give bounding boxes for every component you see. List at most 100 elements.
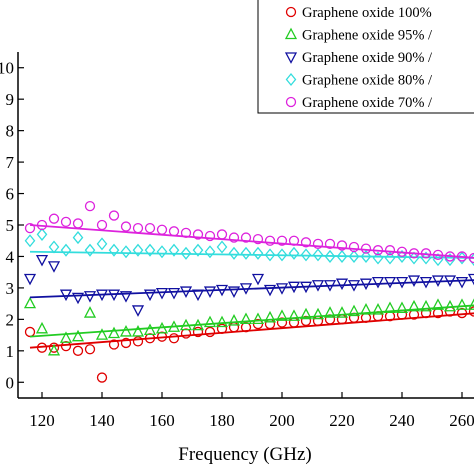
data-point [108,339,120,350]
data-point [23,273,37,286]
data-point [443,299,457,312]
data-point [347,304,361,317]
data-point [384,251,396,265]
fit-line [29,279,474,299]
data-point [180,328,192,339]
data-point [191,318,205,331]
data-point [275,309,289,321]
data-point [167,287,181,300]
data-point [95,328,109,340]
data-point [60,243,72,257]
fit-line [29,304,474,338]
data-point [299,281,313,294]
data-point [143,323,157,336]
data-point [167,320,181,332]
data-point [83,291,97,303]
data-point [419,276,433,289]
data-point [107,326,121,339]
data-point [456,307,468,319]
data-point [143,289,157,302]
y-tick-label: 5 [6,216,15,235]
data-point [240,246,252,260]
data-point [156,245,168,259]
x-tick-label: 240 [389,411,415,430]
data-point [72,345,84,356]
data-point [336,314,348,325]
legend-marker [284,52,298,64]
data-point [23,296,37,309]
data-point [275,283,289,295]
data-point [216,229,228,240]
data-point [263,284,277,297]
data-point [324,249,336,263]
data-point [383,301,397,314]
data-point [83,306,97,318]
data-point [203,286,217,298]
legend-marker [285,72,297,87]
data-point [360,249,372,263]
data-point [215,284,229,297]
data-point [360,243,372,254]
legend-label: Graphene oxide 95% / [302,28,433,44]
data-point [444,251,456,262]
data-point [24,222,36,234]
data-point [288,246,300,260]
data-point [455,276,469,289]
data-point [96,237,108,251]
data-point [215,315,229,328]
data-point [324,238,336,250]
data-point [120,337,132,349]
legend-marker [285,6,297,18]
data-point [252,318,264,330]
data-point [59,289,73,302]
data-point [252,246,264,260]
legend-label: Graphene oxide 90% / [302,50,433,66]
data-point [395,301,409,314]
data-point [431,298,445,310]
data-point [60,216,72,228]
data-point [71,329,85,342]
data-point [72,231,84,245]
data-point [96,372,108,383]
data-point [119,325,133,337]
data-point [239,283,253,295]
data-point [239,312,253,325]
data-point [119,291,133,303]
data-point [407,275,421,287]
data-point [192,229,204,240]
data-point [84,344,96,355]
data-point [84,243,96,257]
data-point [444,253,456,267]
data-point [192,326,204,338]
data-point [372,245,384,256]
data-point [264,235,276,246]
data-point [71,292,85,305]
data-point [264,318,276,330]
data-point [48,240,60,254]
data-point [36,219,48,231]
fit-line [29,250,474,259]
data-point [144,222,156,234]
x-tick-label: 140 [89,411,115,430]
data-point [263,310,277,323]
data-point [47,261,61,273]
y-tick-label: 8 [6,122,15,141]
data-point [24,234,36,248]
data-point [335,278,349,291]
data-point [252,234,264,245]
data-point [168,333,180,344]
data-point [312,248,324,262]
data-point [336,240,348,251]
data-point [84,200,96,212]
data-point [288,317,300,328]
data-point [131,325,145,337]
data-point [59,331,73,343]
data-point [372,251,384,265]
data-point [455,298,469,310]
data-point [299,307,313,320]
data-point [204,245,216,259]
data-point [227,286,241,298]
y-tick-label: 1 [6,342,15,361]
data-point [132,222,144,234]
data-point [108,243,120,257]
